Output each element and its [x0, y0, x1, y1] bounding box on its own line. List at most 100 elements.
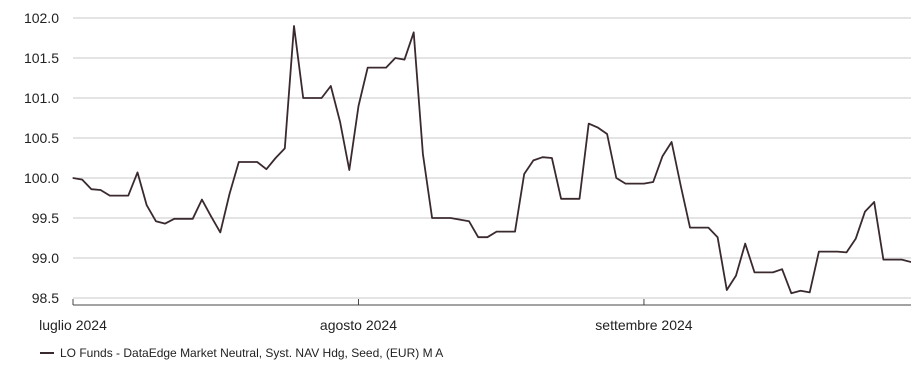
data-point: [597, 127, 599, 129]
series-line: [72, 25, 911, 295]
data-point: [753, 271, 756, 273]
x-axis: luglio 2024 agosto 2024 settembre 2024: [39, 299, 911, 333]
data-point: [422, 153, 424, 155]
data-point: [228, 193, 231, 195]
y-tick-label: 101.5: [24, 50, 59, 66]
data-point: [182, 218, 185, 220]
data-point: [763, 271, 765, 273]
x-tick-label: settembre 2024: [595, 317, 692, 333]
data-point: [496, 231, 498, 233]
series-group: [72, 25, 911, 295]
data-point: [588, 123, 590, 125]
data-point: [772, 271, 774, 273]
data-point: [367, 67, 369, 69]
y-tick-label: 100.0: [24, 170, 59, 186]
data-point: [100, 189, 102, 191]
data-point: [643, 183, 645, 185]
data-point: [873, 201, 875, 203]
legend: LO Funds - DataEdge Market Neutral, Syst…: [40, 346, 443, 360]
data-point: [698, 227, 700, 229]
x-tick-label: agosto 2024: [320, 317, 397, 333]
data-point: [403, 59, 406, 61]
data-point: [744, 243, 746, 245]
data-point: [302, 97, 304, 99]
data-point: [81, 179, 83, 181]
data-point: [523, 173, 525, 175]
data-point: [440, 217, 442, 219]
y-tick-label: 101.0: [24, 90, 59, 106]
data-point: [238, 161, 240, 163]
data-point: [845, 251, 848, 253]
gridlines: [73, 17, 911, 299]
data-point: [864, 211, 866, 213]
data-point: [339, 121, 341, 123]
data-point: [781, 268, 783, 270]
data-point: [486, 236, 488, 238]
data-point: [532, 159, 535, 161]
data-point: [689, 227, 691, 229]
data-point: [569, 198, 571, 200]
data-point: [265, 168, 267, 170]
data-point: [192, 218, 194, 220]
data-point: [670, 141, 673, 143]
y-tick-label: 98.5: [32, 290, 59, 306]
data-point: [735, 275, 737, 277]
data-point: [827, 251, 829, 253]
y-tick-label: 102.0: [24, 10, 59, 26]
data-point: [90, 188, 93, 190]
data-point: [799, 290, 802, 292]
data-point: [164, 223, 166, 225]
data-point: [634, 183, 636, 185]
x-tick-label: luglio 2024: [39, 317, 107, 333]
data-point: [542, 156, 544, 158]
data-point: [293, 25, 295, 27]
data-point: [680, 185, 682, 187]
data-point: [284, 147, 286, 149]
data-point: [109, 195, 111, 197]
data-point: [901, 259, 903, 261]
y-axis-ticks: 102.0 101.5 101.0 100.5 100.0 99.5 99.0 98.5: [24, 10, 59, 306]
line-chart: 102.0 101.5 101.0 100.5 100.0 99.5 99.0 98.5 lu…: [24, 10, 911, 333]
legend-label: LO Funds - DataEdge Market Neutral, Syst…: [60, 346, 444, 360]
data-point: [72, 177, 74, 179]
data-point: [321, 97, 323, 99]
data-point: [219, 231, 221, 233]
data-point: [394, 57, 396, 59]
data-point: [201, 199, 203, 201]
data-point: [385, 67, 387, 69]
data-point: [560, 198, 562, 200]
data-point: [136, 171, 139, 173]
data-point: [274, 157, 277, 159]
data-point: [459, 219, 461, 221]
data-point: [606, 133, 608, 135]
data-point: [330, 85, 332, 87]
data-point: [348, 169, 350, 171]
y-tick-label: 99.5: [32, 210, 59, 226]
legend-line-swatch: [40, 352, 54, 354]
data-point: [173, 218, 175, 220]
data-point: [477, 236, 479, 238]
data-point: [578, 198, 581, 200]
data-point: [468, 220, 470, 222]
data-point: [449, 217, 452, 219]
data-point: [882, 259, 884, 261]
data-point: [836, 251, 838, 253]
data-point: [146, 204, 148, 206]
data-point: [891, 259, 894, 261]
data-point: [357, 105, 360, 107]
data-point: [413, 31, 415, 33]
data-point: [818, 251, 820, 253]
data-point: [855, 238, 857, 240]
data-point: [311, 97, 314, 99]
data-point: [652, 181, 654, 183]
data-point: [155, 220, 157, 222]
data-point: [127, 195, 129, 197]
data-point: [376, 67, 378, 69]
data-point: [790, 292, 792, 294]
data-point: [624, 183, 627, 185]
data-point: [247, 161, 249, 163]
data-point: [707, 227, 710, 229]
data-point: [726, 289, 728, 291]
data-point: [431, 217, 433, 219]
data-point: [210, 215, 212, 217]
